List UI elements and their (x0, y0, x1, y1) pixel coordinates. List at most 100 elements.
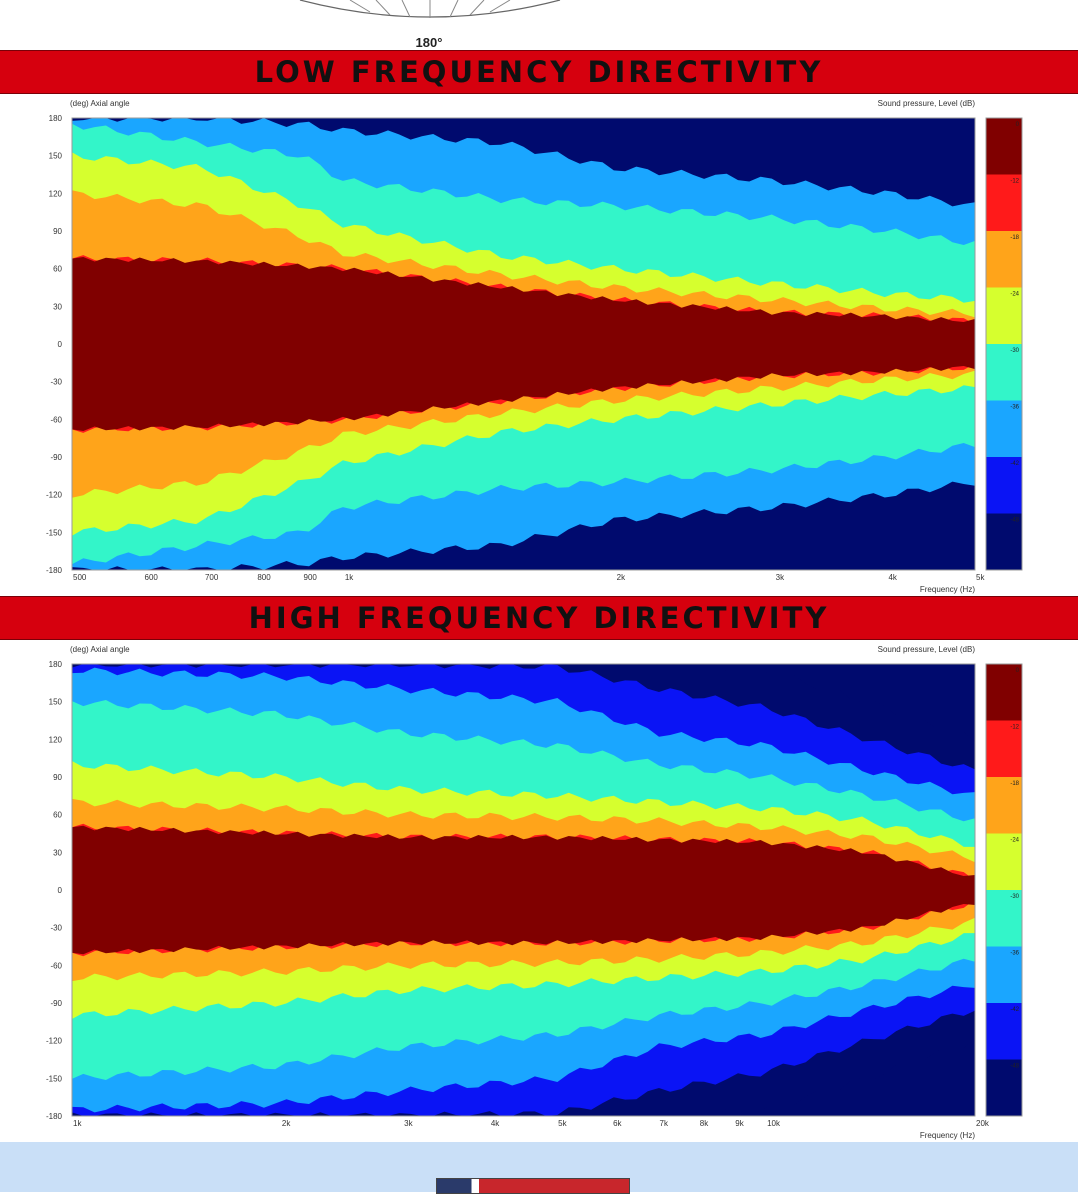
colorbar-tick-label: -24 (1010, 292, 1019, 298)
x-tick-label: 1k (73, 1119, 82, 1128)
colorbar-tick-label: -48 (1010, 518, 1019, 524)
colorbar-tick-label: -30 (1010, 894, 1019, 900)
colorbar-tick-label: 0 (1016, 122, 1020, 128)
colorbar-tick-label: -12 (1010, 725, 1019, 731)
x-tick-label: 2k (282, 1119, 291, 1128)
high-frequency-banner: HIGH FREQUENCY DIRECTIVITY (0, 596, 1078, 640)
polar-spokes (349, 0, 511, 18)
x-tick-label: 6k (613, 1119, 622, 1128)
x-tick-label: 4k (491, 1119, 500, 1128)
y-tick-label: -30 (50, 378, 62, 387)
colorbar-swatch (986, 1003, 1022, 1060)
x-tick-label: 900 (304, 573, 318, 582)
x-tick-label: 5k (976, 573, 985, 582)
x-tick-label: 9k (735, 1119, 744, 1128)
colorbar-border (985, 663, 1023, 1117)
x-tick-label: 700 (205, 573, 219, 582)
x-tick-label: 1k (345, 573, 354, 582)
x-tick-label: 2k (617, 573, 626, 582)
y-tick-label: 150 (49, 698, 63, 707)
colorbar-swatch (986, 946, 1022, 1003)
y-tick-label: 120 (49, 189, 63, 198)
low-frequency-heatmap-svg: 1801501209060300-30-60-90-120-150-180500… (46, 99, 1023, 594)
colorbar-tick-label: -36 (1010, 405, 1019, 411)
colorbar-swatch (986, 890, 1022, 947)
colorbar-swatch (986, 513, 1022, 570)
colorbar-tick-label: -12 (1010, 179, 1019, 185)
colorbar-swatch (986, 231, 1022, 288)
page-footer (0, 1142, 1078, 1194)
colorbar-tick-label: -42 (1010, 461, 1019, 467)
x-tick-label: 5k (558, 1119, 567, 1128)
low-frequency-chart: 180 150 120 90 60 30 0 -30 -60 -90 -120 -150 -180 500… (0, 94, 1078, 596)
y-tick-label: 30 (53, 302, 62, 311)
x-tick-label: 800 (257, 573, 271, 582)
y-tick-label: -90 (50, 999, 62, 1008)
colorbar-swatch (986, 174, 1022, 231)
polar-plot-remnant: 180° (0, 0, 1078, 50)
plot-border (71, 663, 976, 1117)
colorbar-swatch (986, 287, 1022, 344)
x-tick-label: 600 (145, 573, 159, 582)
high-frequency-title: HIGH FREQUENCY DIRECTIVITY (248, 601, 830, 635)
y-tick-label: -150 (46, 1074, 63, 1083)
colorbar-swatch (986, 400, 1022, 457)
colorbar-swatch (986, 777, 1022, 834)
y-tick-label: 60 (53, 265, 62, 274)
colorbar-tick-label: -42 (1010, 1007, 1019, 1013)
x-tick-label: 10k (767, 1119, 781, 1128)
y-tick-label: 0 (58, 886, 63, 895)
y-tick-label: 150 (49, 152, 63, 161)
y-tick-label: 60 (53, 811, 62, 820)
colorbar-tick-label: -18 (1010, 781, 1019, 787)
y-tick-label: 90 (53, 773, 62, 782)
plot-border (71, 117, 976, 571)
colorbar-tick-label: -30 (1010, 348, 1019, 354)
contour-band-0_-6 (72, 257, 975, 431)
y-tick-label: 30 (53, 848, 62, 857)
colorbar-tick-label: -48 (1010, 1064, 1019, 1070)
polar-plot-svg: 180° (299, 0, 561, 50)
x-tick-label: 3k (776, 573, 785, 582)
y-tick-label: -60 (50, 415, 62, 424)
low-frequency-banner: LOW FREQUENCY DIRECTIVITY (0, 50, 1078, 94)
x-tick-label: 500 (73, 573, 87, 582)
y-axis-label: (deg) Axial angle (70, 645, 130, 654)
y-tick-label: -180 (46, 1112, 63, 1121)
y-tick-label: -180 (46, 566, 63, 575)
y-tick-label: 90 (53, 227, 62, 236)
x-axis-label: Frequency (Hz) (920, 585, 975, 594)
y-tick-label: -150 (46, 528, 63, 537)
colorbar-swatch (986, 118, 1022, 175)
colorbar-swatch (986, 344, 1022, 401)
y-tick-label: 180 (49, 660, 63, 669)
x-tick-label: 20k (976, 1119, 990, 1128)
y-tick-label: -90 (50, 453, 62, 462)
y-tick-label: 120 (49, 735, 63, 744)
colorbar-tick-label: 0 (1016, 668, 1020, 674)
colorbar-swatch (986, 720, 1022, 777)
colorbar-swatch (986, 664, 1022, 721)
colorbar-swatch (986, 1059, 1022, 1116)
y-tick-label: -120 (46, 491, 63, 500)
low-frequency-title: LOW FREQUENCY DIRECTIVITY (254, 55, 824, 89)
x-axis-label: Frequency (Hz) (920, 1131, 975, 1140)
x-tick-label: 8k (700, 1119, 709, 1128)
high-frequency-chart: 180 150 120 90 60 30 0 -30 -60 -90 -120 -150 -180 1k 2… (0, 640, 1078, 1142)
colorbar-tick-label: -24 (1010, 838, 1019, 844)
y-tick-label: -30 (50, 924, 62, 933)
colorbar-swatch (986, 457, 1022, 514)
colorbar-swatch (986, 833, 1022, 890)
colorbar-tick-label: -18 (1010, 235, 1019, 241)
colorbar-label: Sound pressure, Level (dB) (878, 645, 976, 654)
y-tick-label: 180 (49, 114, 63, 123)
colorbar-tick-label: -36 (1010, 951, 1019, 957)
contour-band-0_-6 (72, 825, 975, 955)
y-axis-label: (deg) Axial angle (70, 99, 130, 108)
x-tick-label: 7k (660, 1119, 669, 1128)
y-tick-label: 0 (58, 340, 63, 349)
colorbar-border (985, 117, 1023, 571)
colorbar-label: Sound pressure, Level (dB) (878, 99, 976, 108)
x-tick-label: 3k (404, 1119, 413, 1128)
